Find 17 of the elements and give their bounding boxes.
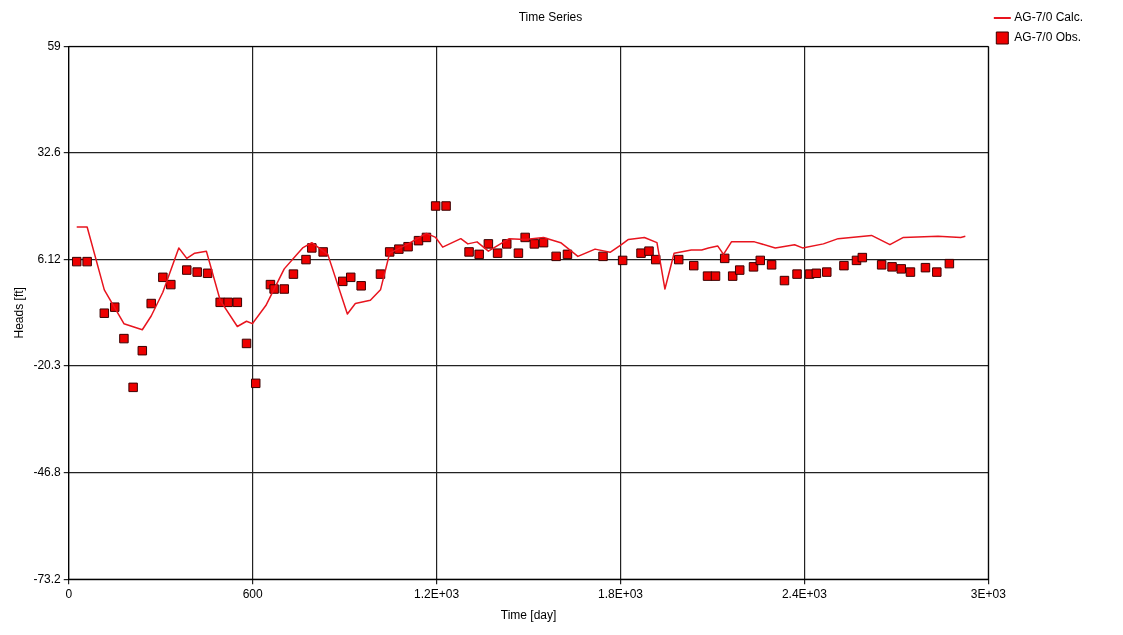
x-axis-title: Time [day] [500,608,557,623]
y-tick-label: 32.6 [37,145,62,160]
x-tick-label: 0 [65,586,73,601]
y-tick-label: -46.8 [33,465,62,480]
x-tick-label: 1.8E+03 [597,586,644,601]
chart-title: Time Series [518,9,583,24]
y-tick-label: -20.3 [33,358,62,373]
legend-label: AG-7/0 Calc. [1014,10,1084,25]
y-tick-label: 6.12 [37,251,62,266]
x-tick-label: 600 [242,586,263,601]
y-tick-label: 59 [47,38,62,53]
y-tick-label: -73.2 [33,571,62,586]
x-tick-label: 2.4E+03 [781,586,828,601]
x-tick-label: 1.2E+03 [414,586,460,601]
x-tick-label: 3E+03 [970,586,1007,601]
legend-label: AG-7/0 Obs. [1014,30,1082,45]
y-axis-title: Heads [ft] [11,287,26,339]
